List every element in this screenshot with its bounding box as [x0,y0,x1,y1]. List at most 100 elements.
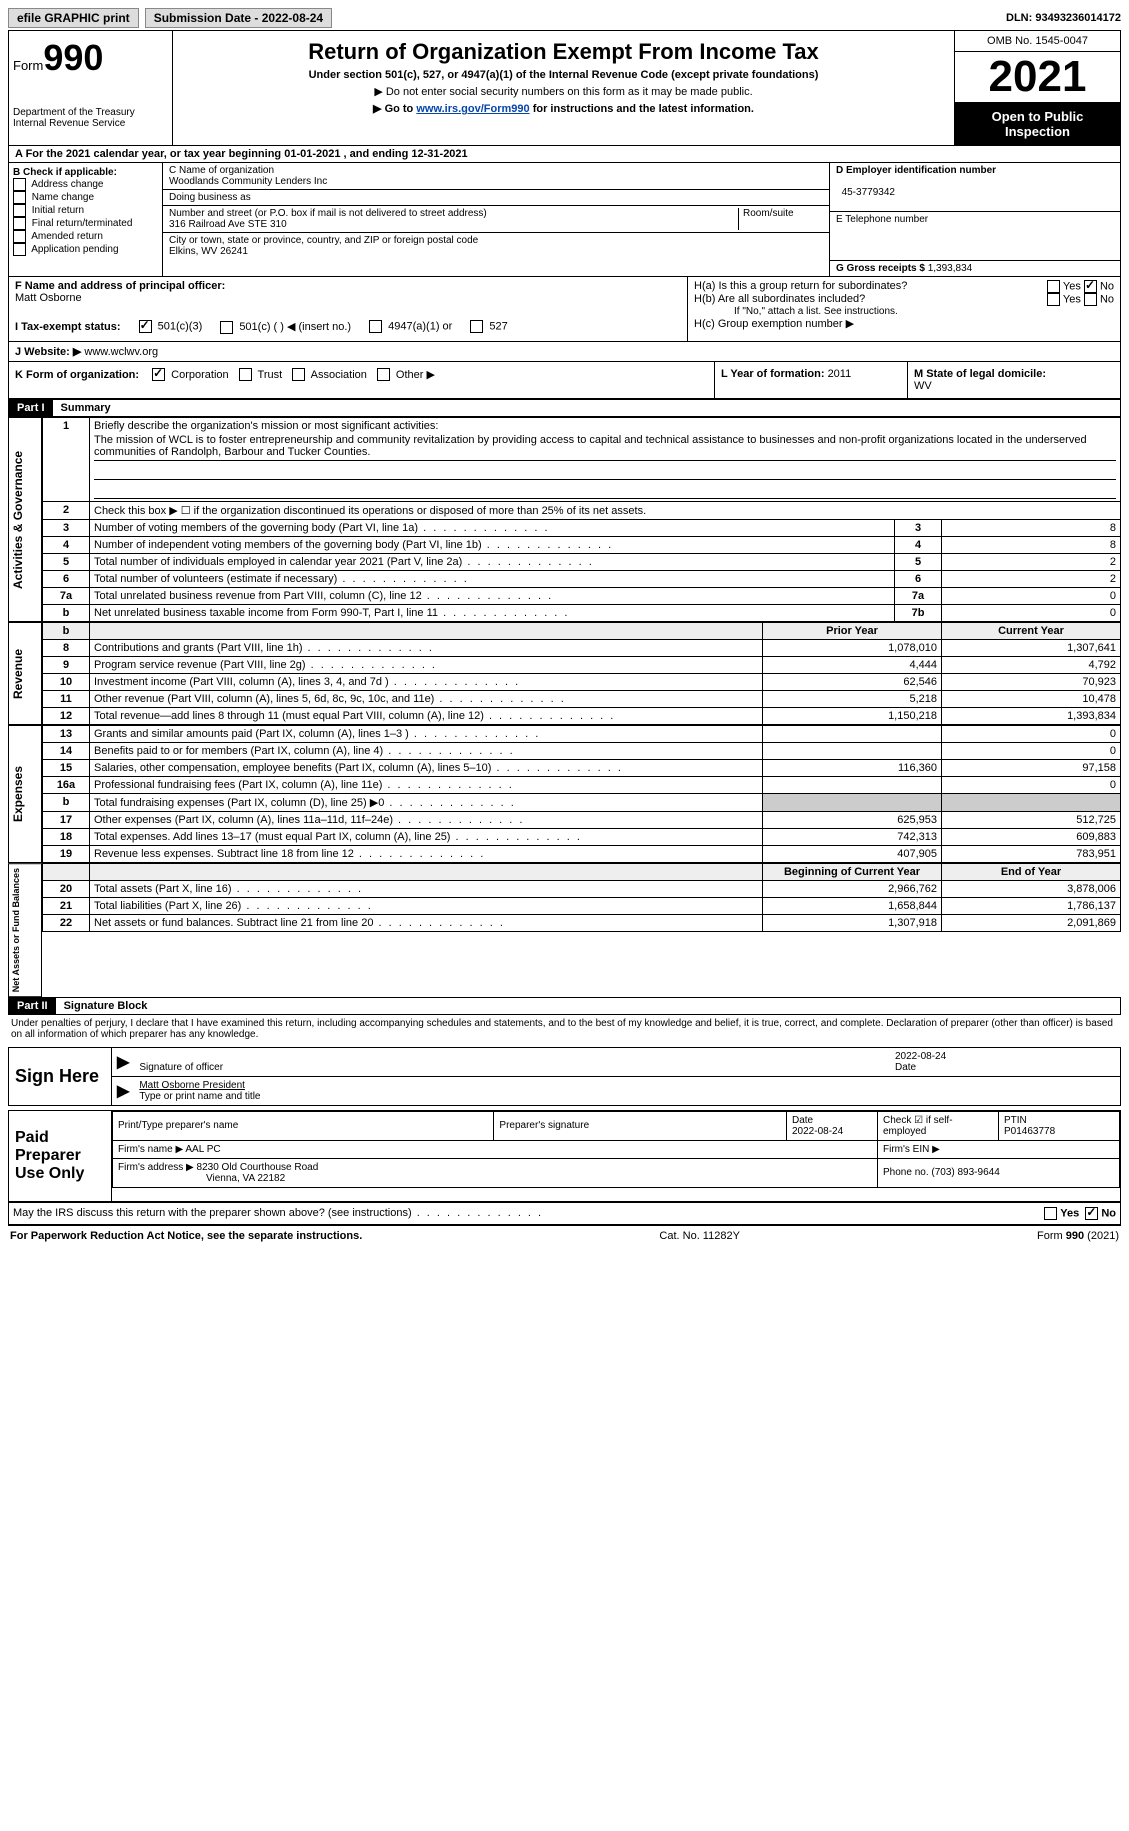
hb-no[interactable] [1084,293,1097,306]
side-revenue: Revenue [8,622,42,725]
bcd-row: B Check if applicable: Address change Na… [8,163,1121,277]
hc-label: H(c) Group exemption number ▶ [694,317,1114,330]
part1-body: Activities & Governance 1 Briefly descri… [8,417,1121,622]
firm-addr1: 8230 Old Courthouse Road [197,1162,319,1173]
firm-phone-label: Phone no. [883,1167,931,1178]
mission-text: The mission of WCL is to foster entrepre… [94,432,1116,461]
org-address: 316 Railroad Ave STE 310 [169,219,287,230]
form-title: Return of Organization Exempt From Incom… [177,39,950,65]
sign-here-label: Sign Here [9,1048,112,1105]
submission-value: 2022-08-24 [262,11,323,25]
ha-no[interactable] [1084,280,1097,293]
form-number: Form990 [13,37,168,79]
page-footer: For Paperwork Reduction Act Notice, see … [8,1225,1121,1246]
row-num: 12 [43,707,90,724]
part2-badge: Part II [9,998,56,1014]
footer-mid: Cat. No. 11282Y [659,1230,740,1242]
checkbox-k-2[interactable] [292,368,305,381]
year-begin: 01-01-2021 [284,148,340,160]
row-prior: 1,078,010 [763,639,942,656]
perjury-declaration: Under penalties of perjury, I declare th… [8,1015,1121,1043]
ein-value: 45-3779342 [842,187,895,198]
firm-phone: (703) 893-9644 [931,1167,999,1178]
discuss-yes[interactable] [1044,1207,1057,1220]
room-label: Room/suite [743,208,794,219]
row-num: 17 [43,811,90,828]
form-subtitle: Under section 501(c), 527, or 4947(a)(1)… [177,69,950,81]
discuss-yes-label: Yes [1060,1207,1079,1219]
irs-link[interactable]: www.irs.gov/Form990 [416,103,529,115]
date-label: Date [895,1062,916,1073]
row-num: 15 [43,759,90,776]
efile-button[interactable]: efile GRAPHIC print [8,8,139,28]
row-prior [763,793,942,811]
row-current: 4,792 [942,656,1121,673]
form-header: Form990 Department of the Treasury Inter… [8,30,1121,146]
row-desc: Revenue less expenses. Subtract line 18 … [90,845,763,862]
checkbox-initial-return[interactable] [13,204,26,217]
checkbox-final-return-terminated[interactable] [13,217,26,230]
checkbox-501c[interactable] [220,321,233,334]
row-desc: Grants and similar amounts paid (Part IX… [90,725,763,742]
year-formation: 2011 [828,368,852,380]
phone-label: E Telephone number [836,214,928,225]
discuss-no[interactable] [1085,1207,1098,1220]
revenue-section: Revenue b Prior Year Current Year 8Contr… [8,622,1121,725]
row-prior: 116,360 [763,759,942,776]
checkbox-4947[interactable] [369,320,382,333]
firm-addr2: Vienna, VA 22182 [118,1173,285,1184]
gross-label: G Gross receipts $ [836,263,928,274]
row-desc: Net unrelated business taxable income fr… [90,604,895,621]
row-num: b [43,793,90,811]
row-num: 20 [43,880,90,897]
topbar: efile GRAPHIC print Submission Date - 20… [8,8,1121,28]
header-right: OMB No. 1545-0047 2021 Open to Public In… [955,31,1120,145]
row-num: 3 [43,519,90,536]
ha-label: H(a) Is this a group return for subordin… [694,280,1047,293]
ha-yes[interactable] [1047,280,1060,293]
checkbox-k-0[interactable] [152,368,165,381]
section-a-pre: A For the 2021 calendar year, or tax yea… [15,148,284,160]
firm-ein-label: Firm's EIN ▶ [878,1140,1120,1158]
revenue-table: b Prior Year Current Year 8Contributions… [42,622,1121,725]
col-b-title: B Check if applicable: [13,167,117,178]
part2-header: Part II Signature Block [8,997,1121,1015]
row-box: 3 [895,519,942,536]
row-current: 1,307,641 [942,639,1121,656]
checkbox-address-change[interactable] [13,178,26,191]
checkbox-amended-return[interactable] [13,230,26,243]
hb-yes[interactable] [1047,293,1060,306]
row-desc: Contributions and grants (Part VIII, lin… [90,639,763,656]
checkbox-501c3[interactable] [139,320,152,333]
no-label: No [1100,280,1114,292]
pp-self-employed: Check ☑ if self-employed [878,1111,999,1140]
col-begin: Beginning of Current Year [763,863,942,880]
signature-area: Sign Here ▶ Signature of officer 2022-08… [8,1047,1121,1106]
row-desc: Total revenue—add lines 8 through 11 (mu… [90,707,763,724]
tax-year: 2021 [955,52,1120,103]
opt-501c: 501(c) ( ) ◀ (insert no.) [239,321,351,333]
row-num: 8 [43,639,90,656]
checkbox-application-pending[interactable] [13,243,26,256]
side-expenses: Expenses [8,725,42,863]
hb-note: If "No," attach a list. See instructions… [694,306,1114,317]
checkbox-k-3[interactable] [377,368,390,381]
dln-label: DLN: [1006,12,1035,24]
footer-left: For Paperwork Reduction Act Notice, see … [10,1230,362,1242]
expenses-table: 13Grants and similar amounts paid (Part … [42,725,1121,863]
row-prior [763,742,942,759]
row-desc: Total assets (Part X, line 16) [90,880,763,897]
checkbox-name-change[interactable] [13,191,26,204]
checkbox-k-1[interactable] [239,368,252,381]
row-prior: 1,150,218 [763,707,942,724]
row-desc: Total unrelated business revenue from Pa… [90,587,895,604]
discuss-no-label: No [1101,1207,1116,1219]
submission-label: Submission Date - [154,11,262,25]
row-num: 13 [43,725,90,742]
ptin-label: PTIN [1004,1115,1027,1126]
netassets-section: Net Assets or Fund Balances Beginning of… [8,863,1121,997]
form-num: 990 [43,37,103,78]
checkbox-527[interactable] [470,320,483,333]
discuss-text: May the IRS discuss this return with the… [13,1207,1044,1220]
part2-title: Signature Block [56,1000,148,1012]
